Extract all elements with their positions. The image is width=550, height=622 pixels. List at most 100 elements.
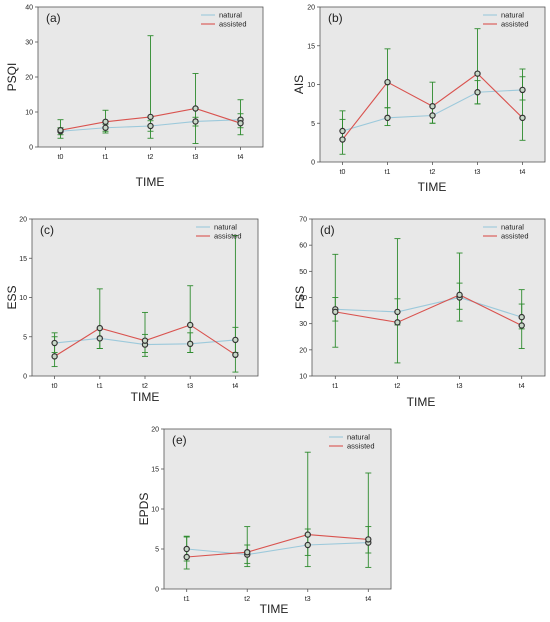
data-point-natural [186, 340, 194, 348]
data-point-assisted [429, 102, 436, 110]
data-point-natural [102, 124, 109, 131]
panel-label: (e) [172, 433, 187, 447]
data-point-assisted [244, 549, 251, 556]
data-point-assisted [394, 319, 401, 326]
legend-label: assisted [501, 20, 529, 29]
data-point-natural [51, 339, 58, 347]
y-tick-label: 10 [299, 374, 307, 381]
data-point-assisted [183, 553, 190, 561]
x-tick-label: t1 [184, 596, 190, 603]
legend-label: assisted [214, 232, 242, 241]
x-tick-label: t2 [148, 154, 154, 161]
legend-label: assisted [347, 442, 375, 451]
x-tick-label: t3 [193, 154, 199, 161]
panel-label: (c) [40, 223, 54, 237]
data-point-assisted [147, 113, 154, 121]
data-point-assisted [518, 322, 525, 329]
data-point-assisted [237, 119, 244, 127]
legend-label: assisted [501, 232, 529, 241]
x-tick-label: t1 [385, 169, 391, 176]
legend-label: natural [347, 433, 370, 442]
y-axis-label: PSQI [5, 63, 19, 92]
data-point-natural [147, 122, 154, 130]
data-point-assisted [192, 105, 199, 112]
y-tick-label: 20 [299, 347, 307, 354]
x-tick-label: t2 [244, 596, 250, 603]
data-point-natural [518, 313, 525, 321]
plot-area [163, 428, 392, 590]
panel-label: (b) [328, 11, 343, 25]
y-tick-label: 0 [23, 374, 27, 381]
legend-label: natural [501, 11, 524, 20]
x-tick-label: t0 [58, 154, 64, 161]
data-point-assisted [456, 291, 463, 299]
y-tick-label: 30 [299, 321, 307, 328]
x-tick-label: t0 [340, 169, 346, 176]
data-point-assisted [332, 308, 339, 316]
data-point-natural [474, 89, 481, 96]
x-tick-label: t1 [103, 154, 109, 161]
x-axis-label: TIME [407, 395, 436, 409]
y-tick-label: 0 [155, 587, 159, 594]
data-point-natural [519, 86, 526, 94]
legend-label: natural [219, 11, 242, 20]
x-tick-label: t2 [395, 383, 401, 390]
y-tick-label: 15 [151, 467, 159, 474]
y-tick-label: 40 [25, 5, 33, 12]
panel-5: (e) 0 5 10 15 20 t1 t2 t3 t4 TIME EPDS naturalassist… [137, 427, 392, 616]
series-line-assisted [335, 294, 522, 326]
y-tick-label: 15 [307, 43, 315, 50]
data-point-assisted [141, 337, 149, 344]
data-point-natural [339, 127, 346, 135]
y-tick-label: 20 [307, 5, 315, 12]
data-point-assisted [304, 531, 311, 538]
x-axis-label: TIME [418, 180, 447, 194]
y-tick-label: 15 [19, 256, 27, 263]
x-tick-label: t1 [97, 383, 103, 390]
data-point-assisted [186, 321, 194, 329]
data-point-assisted [96, 324, 104, 332]
series-line-natural [186, 542, 369, 556]
y-tick-label: 10 [25, 110, 33, 117]
y-axis-label: EPDS [137, 493, 151, 526]
panel-label: (a) [46, 11, 61, 25]
y-tick-label: 10 [19, 295, 27, 302]
data-point-assisted [57, 126, 64, 134]
x-tick-label: t1 [332, 383, 338, 390]
x-tick-label: t3 [305, 596, 311, 603]
y-tick-label: 20 [25, 75, 33, 82]
y-tick-label: 20 [19, 217, 27, 224]
x-tick-label: t3 [475, 169, 481, 176]
x-tick-label: t3 [187, 383, 193, 390]
plot-area [311, 218, 546, 377]
x-axis-label: TIME [136, 175, 165, 189]
y-tick-label: 20 [151, 427, 159, 434]
y-tick-label: 0 [29, 145, 33, 152]
y-tick-label: 70 [299, 217, 307, 224]
x-tick-label: t4 [238, 154, 244, 161]
x-tick-label: t4 [519, 383, 525, 390]
x-tick-label: t4 [232, 383, 238, 390]
data-point-natural [96, 335, 104, 342]
data-point-assisted [474, 70, 481, 77]
y-tick-label: 0 [311, 160, 315, 167]
y-tick-label: 5 [155, 547, 159, 554]
panel-3: (c) 0 5 10 15 20 t0 t1 t2 t3 t4 TIME ESS naturalassis… [5, 217, 259, 404]
y-tick-label: 60 [299, 243, 307, 250]
y-tick-label: 10 [151, 507, 159, 514]
data-point-natural [192, 118, 199, 125]
legend-label: assisted [219, 20, 247, 29]
y-tick-label: 30 [25, 40, 33, 47]
panel-label: (d) [320, 223, 335, 237]
data-point-assisted [51, 353, 58, 360]
y-tick-label: 5 [311, 121, 315, 128]
x-tick-label: t4 [365, 596, 371, 603]
y-tick-label: 50 [299, 269, 307, 276]
legend-label: natural [501, 223, 524, 232]
x-tick-label: t2 [142, 383, 148, 390]
x-tick-label: t4 [520, 169, 526, 176]
series-line-natural [335, 296, 522, 318]
x-tick-label: t3 [457, 383, 463, 390]
y-axis-label: FSS [293, 286, 307, 309]
